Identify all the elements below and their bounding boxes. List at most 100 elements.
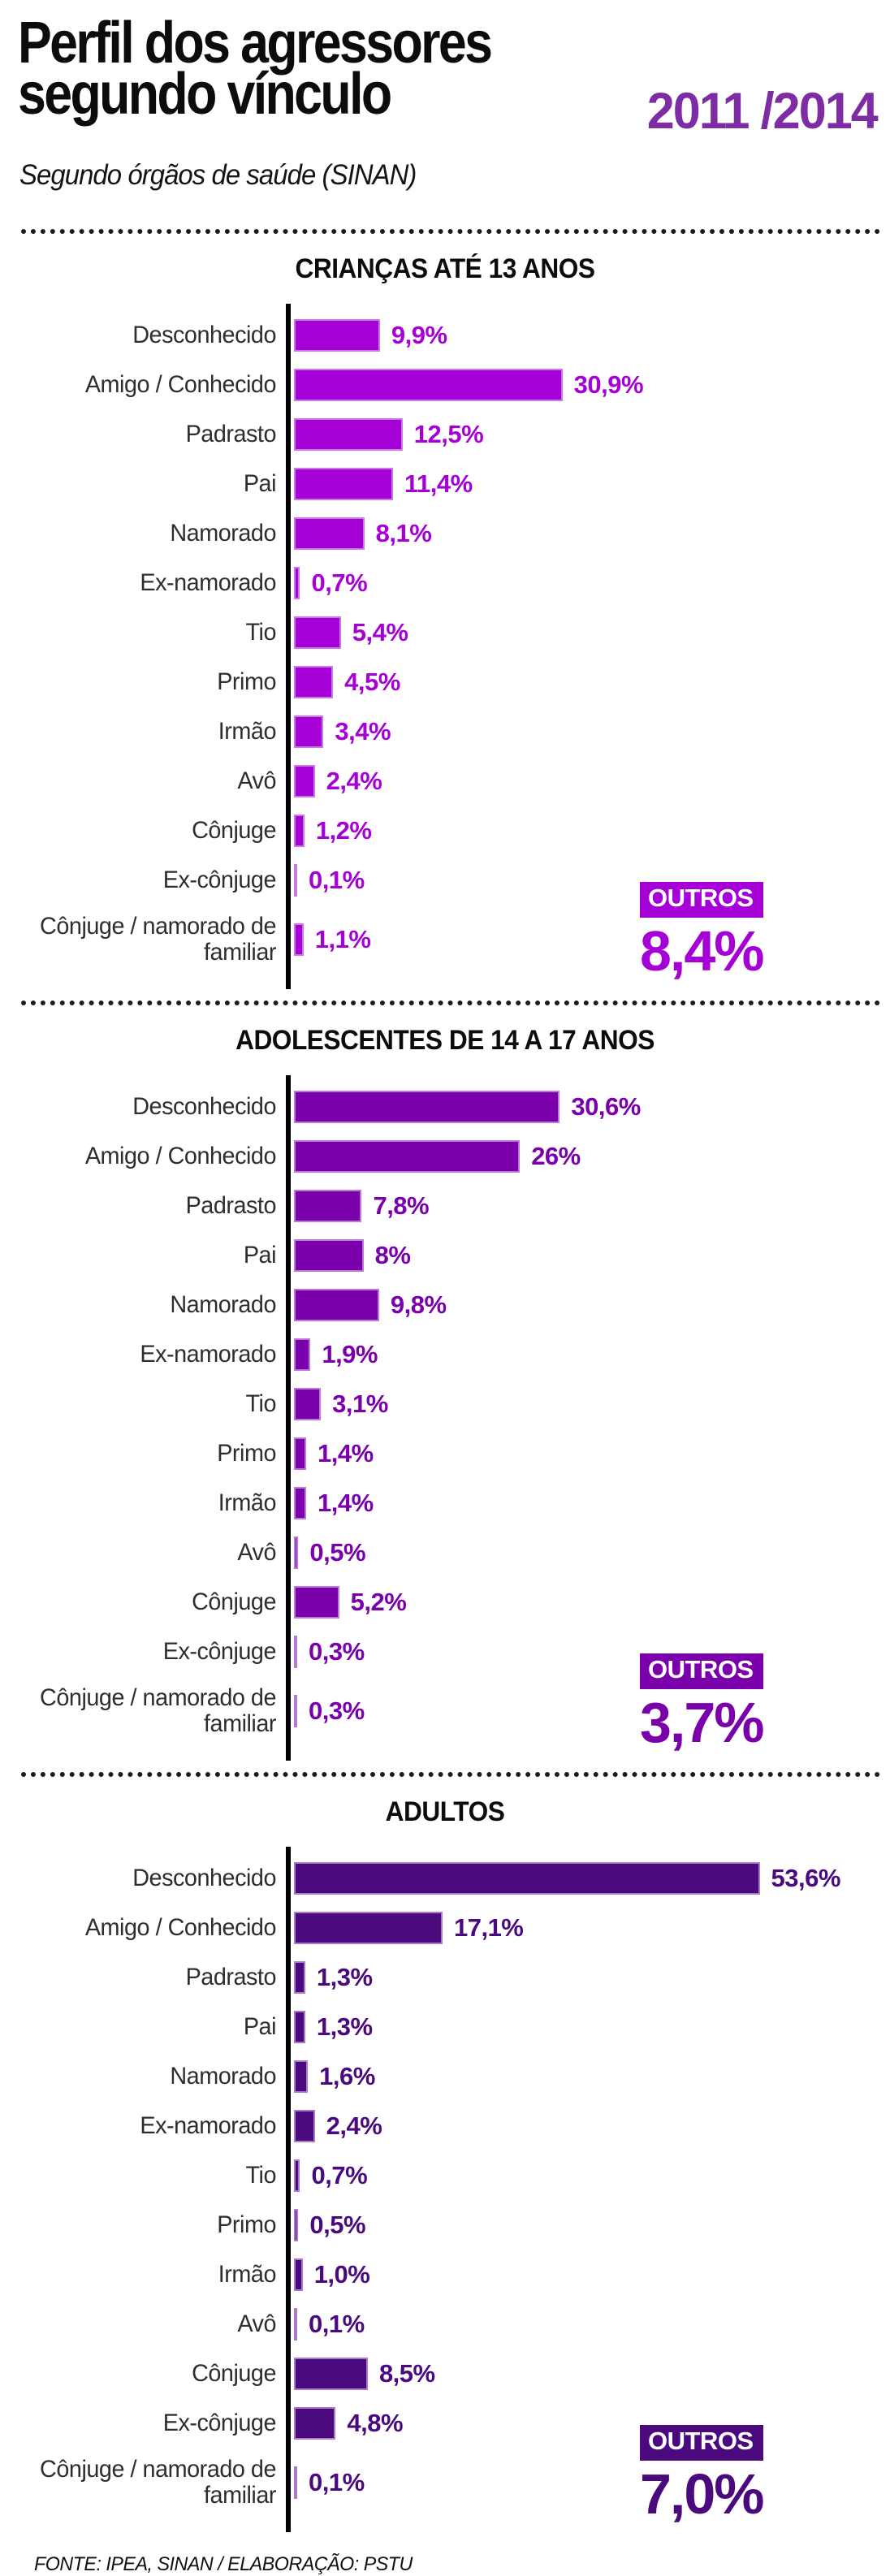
bar-row: Desconhecido 30,6% xyxy=(0,1082,890,1131)
category-label: Desconhecido xyxy=(132,1092,276,1120)
charts-area: CRIANÇAS ATÉ 13 ANOS Desconhecido 9,9% Amig… xyxy=(0,253,890,2532)
y-axis-line xyxy=(286,1075,291,1761)
bar-track: 17,1% xyxy=(294,1911,890,1944)
bar-track: 30,9% xyxy=(294,368,890,401)
outros-badge: OUTROS xyxy=(640,882,763,918)
chart-section: ADULTOS Desconhecido 53,6% Amigo / Conhecid… xyxy=(0,1796,890,2532)
bar xyxy=(294,2406,336,2440)
bar-row: Namorado 8,1% xyxy=(0,508,890,558)
bar-row: Amigo / Conhecido 26% xyxy=(0,1131,890,1181)
bar-row: Avô 2,4% xyxy=(0,756,890,806)
bar-row: Tio 0,7% xyxy=(0,2150,890,2200)
bar-track: 7,8% xyxy=(294,1189,890,1222)
bar xyxy=(294,1387,322,1420)
bar xyxy=(294,2258,303,2291)
outros-value: 7,0% xyxy=(640,2462,765,2526)
bar xyxy=(294,1861,760,1895)
category-label: Primo xyxy=(217,2211,276,2238)
category-label: Tio xyxy=(245,2161,277,2189)
value-label: 8,1% xyxy=(375,518,432,547)
category-label: Primo xyxy=(217,1439,276,1467)
bar xyxy=(294,2208,299,2241)
bar xyxy=(294,2159,300,2192)
bar xyxy=(294,715,324,748)
bar-row: Ex-cônjuge 4,8% xyxy=(0,2398,890,2448)
category-label: Ex-cônjuge xyxy=(162,2409,277,2436)
bar-row: Padrasto 1,3% xyxy=(0,1952,890,2002)
bar xyxy=(294,1139,521,1173)
bar xyxy=(294,1585,339,1619)
bar-track: 5,2% xyxy=(294,1585,890,1619)
bar-row: Ex-namorado 2,4% xyxy=(0,2101,890,2150)
bar-track: 3,4% xyxy=(294,715,890,748)
section-title: CRIANÇAS ATÉ 13 ANOS xyxy=(295,253,595,284)
bar-track: 53,6% xyxy=(294,1861,890,1895)
value-label: 30,6% xyxy=(571,1091,641,1121)
bar-track: 9,9% xyxy=(294,318,890,352)
bar-track: 30,6% xyxy=(294,1090,890,1123)
bar xyxy=(294,2307,297,2340)
bar xyxy=(294,863,297,897)
bar-track: 1,6% xyxy=(294,2060,890,2093)
value-label: 5,2% xyxy=(350,1587,407,1616)
section-title: ADULTOS xyxy=(385,1796,505,1827)
bar-row: Pai 11,4% xyxy=(0,459,890,508)
dotted-separator xyxy=(21,1001,880,1005)
dotted-separator xyxy=(21,1772,880,1777)
outros-callout: OUTROS 3,7% xyxy=(640,1653,765,1751)
chart-section: CRIANÇAS ATÉ 13 ANOS Desconhecido 9,9% Amig… xyxy=(0,253,890,989)
bar-track: 26% xyxy=(294,1139,890,1173)
outros-callout: OUTROS 7,0% xyxy=(640,2425,765,2526)
bar xyxy=(294,1695,297,1727)
bar-track: 2,4% xyxy=(294,764,890,797)
bar xyxy=(294,764,315,797)
category-label: Cônjuge / namorado de familiar xyxy=(40,913,277,966)
outros-callout: OUTROS 8,4% xyxy=(640,882,765,979)
bar-track: 12,5% xyxy=(294,417,890,451)
bar xyxy=(294,516,365,550)
y-axis-line xyxy=(286,304,291,989)
bar-track: 1,2% xyxy=(294,814,890,847)
bar-track: 8,1% xyxy=(294,516,890,550)
bar-row: Ex-cônjuge 0,1% xyxy=(0,855,890,905)
bar xyxy=(294,923,304,956)
bar xyxy=(294,2060,309,2093)
bar-row: Padrasto 12,5% xyxy=(0,409,890,459)
bar-track: 8% xyxy=(294,1238,890,1272)
bar-track: 5,4% xyxy=(294,616,890,649)
value-label: 0,3% xyxy=(309,1636,365,1666)
category-label: Ex-namorado xyxy=(140,568,276,596)
value-label: 1,4% xyxy=(317,1488,374,1517)
category-label: Namorado xyxy=(170,1290,276,1318)
bar-row: Irmão 3,4% xyxy=(0,707,890,756)
bar xyxy=(294,1090,560,1123)
bar xyxy=(294,1635,297,1668)
bar-row: Amigo / Conhecido 17,1% xyxy=(0,1903,890,1952)
value-label: 1,3% xyxy=(316,2012,373,2041)
bar-row: Avô 0,5% xyxy=(0,1528,890,1577)
outros-badge: OUTROS xyxy=(640,2425,763,2461)
value-label: 4,8% xyxy=(347,2408,404,2437)
category-label: Irmão xyxy=(218,2260,277,2288)
bar-track: 1,1% xyxy=(294,923,890,956)
bar-track: 0,5% xyxy=(294,1536,890,1569)
bar xyxy=(294,1486,306,1519)
bar-row: Cônjuge 5,2% xyxy=(0,1577,890,1627)
category-label: Cônjuge xyxy=(192,2359,276,2387)
bar xyxy=(294,814,305,847)
category-label: Avô xyxy=(237,1538,276,1566)
bar-track: 1,3% xyxy=(294,1960,890,1994)
category-label: Pai xyxy=(243,2012,277,2040)
bar xyxy=(294,1189,362,1222)
category-label: Amigo / Conhecido xyxy=(84,370,277,398)
value-label: 3,1% xyxy=(332,1389,388,1418)
bar-row: Ex-cônjuge 0,3% xyxy=(0,1627,890,1676)
value-label: 8,5% xyxy=(378,2358,435,2388)
bar-row: Irmão 1,0% xyxy=(0,2250,890,2299)
bar-row: Ex-namorado 1,9% xyxy=(0,1329,890,1379)
category-label: Pai xyxy=(243,469,277,497)
value-label: 0,7% xyxy=(311,568,368,597)
title-line2: segundo vínculo xyxy=(18,62,392,127)
value-label: 7,8% xyxy=(373,1191,430,1220)
value-label: 53,6% xyxy=(771,1863,841,1892)
